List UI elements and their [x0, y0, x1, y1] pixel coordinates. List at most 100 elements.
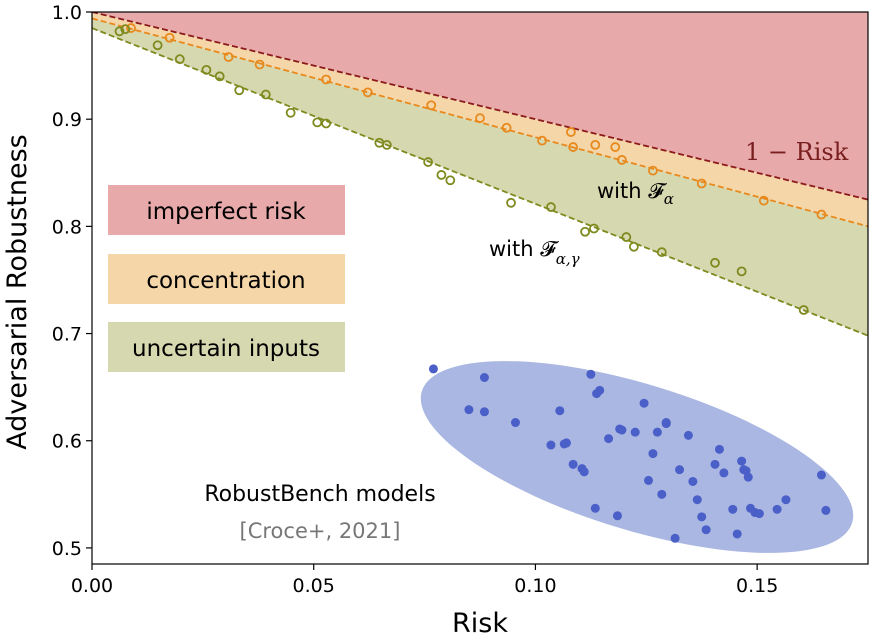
legend-box-uncertain-inputs — [108, 322, 345, 372]
legend: imperfect risk concentration uncertain i… — [108, 185, 345, 372]
robustbench-models-point — [652, 427, 662, 437]
concentration-points-point — [568, 142, 579, 152]
robustbench-models-point — [732, 529, 742, 539]
robustbench-models-point — [821, 505, 831, 515]
x-tick-label: 0.15 — [736, 575, 778, 597]
concentration-region — [92, 12, 868, 227]
annotation-with-f-alpha-subscript: α — [664, 190, 674, 208]
robustbench-models-point — [479, 407, 489, 417]
robustbench-models-point — [781, 495, 791, 505]
robustbench-models-point — [555, 406, 565, 416]
annotation-one-minus-risk: 1 − Risk — [745, 138, 849, 166]
concentration-points-point — [616, 155, 627, 165]
legend-box-concentration — [108, 254, 345, 304]
robustbench-models-point — [604, 434, 614, 444]
robustbench-models-point — [561, 438, 571, 448]
robustbench-models-point — [719, 468, 729, 478]
concentration-points-point — [501, 122, 512, 133]
robustbench-models-point — [479, 372, 489, 382]
concentration-points-point — [475, 113, 485, 124]
robustbench-ellipse — [420, 361, 854, 553]
x-axis-ticks: 0.00 0.05 0.10 0.15 — [71, 564, 778, 597]
concentration-points-point — [537, 135, 547, 146]
concentration-points-point — [590, 140, 601, 150]
robustbench-models-point — [639, 398, 649, 408]
uncertain-input-points-point — [710, 257, 720, 268]
annotation-with-f-alpha-gamma: with 𝓕α,γ — [489, 237, 580, 268]
cluster-title: RobustBench models — [204, 482, 435, 507]
robustbench-models-point — [683, 430, 693, 440]
x-tick-label: 0.05 — [293, 575, 335, 597]
robustbench-models-point — [630, 427, 640, 437]
robustbench-models-point — [510, 418, 520, 428]
concentration-points-point — [321, 74, 332, 85]
uncertain-input-points-point — [580, 226, 590, 237]
robustbench-models-point — [688, 476, 698, 486]
x-axis-label: Risk — [452, 608, 508, 636]
uncertain-input-points-point — [736, 266, 747, 277]
uncertain-input-points-point — [152, 40, 163, 51]
uncertain-input-points-point — [506, 197, 516, 208]
uncertain-input-points-point — [114, 26, 125, 37]
robustbench-models-point — [590, 503, 600, 513]
robustbench-models-point — [586, 369, 596, 379]
robustbench-models-point — [701, 525, 711, 535]
robustbench-models-point — [546, 440, 556, 450]
y-axis-ticks: 0.5 0.6 0.7 0.8 0.9 1.0 — [52, 2, 92, 560]
uncertain-input-points-point — [381, 140, 392, 150]
concentration-points-point — [223, 52, 234, 62]
concentration-points-point — [126, 23, 136, 33]
annotation-with-f-alpha-gamma-text: with 𝓕 — [489, 237, 559, 261]
robustbench-models-point — [464, 405, 474, 415]
concentration-points-point — [758, 195, 769, 206]
y-tick-label: 0.8 — [52, 216, 82, 238]
y-tick-label: 0.5 — [52, 538, 82, 560]
uncertain-input-points-point — [656, 247, 667, 257]
robustbench-models-point — [612, 511, 622, 521]
uncertain-input-points-point — [546, 202, 556, 212]
annotation-with-f-alpha-gamma-subscript: α,γ — [556, 250, 580, 268]
legend-label-concentration: concentration — [146, 268, 305, 294]
scatter-points — [114, 23, 831, 543]
legend-label-imperfect-risk: imperfect risk — [146, 199, 306, 225]
robustbench-models-point — [661, 418, 671, 428]
robustbench-models-point — [648, 449, 658, 459]
uncertain-input-points-point — [312, 117, 323, 128]
uncertain-input-points-point — [260, 89, 271, 100]
robustbench-models-point — [710, 459, 720, 469]
annotation-with-f-alpha: with 𝓕α — [597, 179, 674, 208]
uncertain-input-points-point — [234, 85, 245, 96]
robustbench-models-point — [657, 489, 667, 499]
robustbench-models-point — [579, 467, 589, 477]
robustbench-models-point — [617, 425, 627, 435]
robustbench-models-point — [816, 470, 826, 480]
robustbench-models-point — [670, 533, 680, 543]
uncertain-input-points-point — [174, 54, 185, 65]
robustbench-models-point — [644, 475, 654, 485]
legend-box-imperfect-risk — [108, 185, 345, 235]
plot-frame — [91, 11, 869, 565]
uncertain-input-points-point — [445, 175, 456, 186]
x-tick-label: 0.10 — [514, 575, 556, 597]
x-tick-label: 0.00 — [71, 575, 113, 597]
cluster-citation: [Croce+, 2021] — [240, 519, 401, 543]
robustbench-models-point — [595, 385, 605, 395]
robustbench-models-point — [675, 465, 685, 475]
concentration-points-point — [426, 100, 437, 111]
robustbench-models-point — [743, 472, 753, 482]
uncertain-input-points-point — [285, 107, 296, 118]
uncertain-input-points-point — [621, 232, 632, 242]
y-tick-label: 0.7 — [52, 324, 82, 346]
concentration-points-point — [362, 87, 373, 98]
concentration-points-point — [254, 59, 265, 70]
uncertain-input-points-point — [201, 64, 212, 75]
uncertain-input-points-point — [628, 241, 639, 252]
uncertain-input-points-point — [120, 24, 131, 35]
concentration-points-point — [816, 209, 827, 220]
concentration-points-point — [648, 165, 658, 176]
y-tick-label: 0.9 — [52, 109, 82, 131]
robustbench-models-point — [728, 504, 738, 514]
robustbench-models-point — [737, 456, 747, 466]
uncertain-input-points-point — [589, 223, 599, 234]
